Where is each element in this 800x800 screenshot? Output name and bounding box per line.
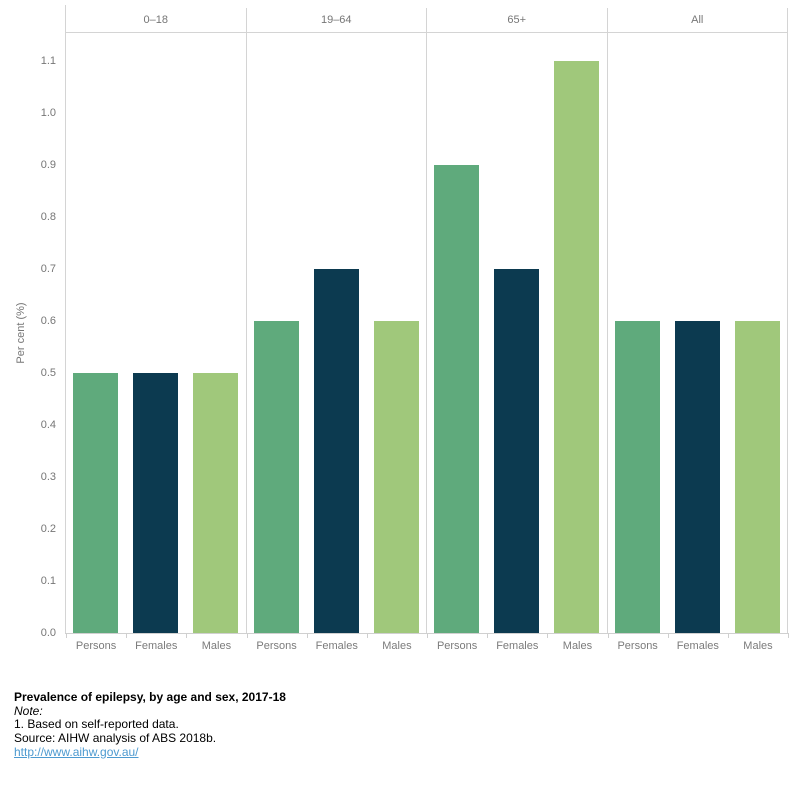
panel [427, 33, 608, 633]
x-category-label: Males [562, 640, 593, 652]
x-tickmark [788, 633, 789, 638]
panel [608, 33, 788, 633]
panel-header: 65+ [427, 8, 608, 32]
x-axis-line [65, 633, 788, 634]
x-category-label: Males [382, 640, 412, 652]
chart-title: Prevalence of epilepsy, by age and sex, … [14, 690, 286, 704]
x-tickmark [186, 633, 187, 638]
x-tickmark [608, 633, 609, 638]
y-axis-line [65, 5, 66, 633]
y-tick-label: 0.1 [40, 575, 56, 587]
bar-slot [727, 33, 787, 633]
bar-slot [547, 33, 607, 633]
x-tickmark [668, 633, 669, 638]
bar-males[interactable] [373, 321, 419, 633]
bar-females[interactable] [133, 373, 179, 633]
panel-header: 19–64 [247, 8, 427, 32]
x-tickmark [307, 633, 308, 638]
x-category-label: Males [201, 640, 232, 652]
y-tick-label: 1.0 [40, 107, 56, 119]
y-tick-label: 1.1 [40, 55, 56, 67]
bar-slot [126, 33, 186, 633]
panel-header-row: 0–18 19–64 65+ All [66, 8, 788, 33]
bar-slot [608, 33, 668, 633]
bar-slot [667, 33, 727, 633]
bar-slot [306, 33, 366, 633]
bar-males[interactable] [554, 61, 600, 633]
note-label: Note: [14, 703, 43, 718]
bar-slot [366, 33, 426, 633]
panel [247, 33, 427, 633]
y-tick-label: 0.9 [40, 159, 56, 171]
bar-persons[interactable] [253, 321, 299, 633]
x-tickmark [126, 633, 127, 638]
bar-females[interactable] [494, 269, 540, 633]
panel-header: 0–18 [66, 8, 247, 32]
panel [66, 33, 247, 633]
x-category-label: Persons [617, 640, 658, 652]
x-category-label: Persons [75, 640, 117, 652]
x-category-label: Persons [256, 640, 297, 652]
x-category-label: Persons [436, 640, 478, 652]
y-tick-label: 0.0 [40, 627, 56, 639]
y-tick-label: 0.2 [40, 523, 56, 535]
bar-males[interactable] [193, 373, 239, 633]
bar-persons[interactable] [434, 165, 480, 633]
y-tick-label: 0.8 [40, 211, 56, 223]
note-1: 1. Based on self-reported data. [14, 717, 179, 732]
source-link[interactable]: http://www.aihw.gov.au/ [14, 744, 139, 759]
y-tick-label: 0.4 [40, 419, 56, 431]
bar-males[interactable] [734, 321, 780, 633]
bar-slot [487, 33, 547, 633]
bar-females[interactable] [313, 269, 359, 633]
bar-slot [427, 33, 487, 633]
bar-females[interactable] [674, 321, 720, 633]
x-category-label: Females [315, 640, 358, 652]
bar-persons[interactable] [73, 373, 119, 633]
bar-slot [247, 33, 307, 633]
y-tick-label: 0.3 [40, 471, 56, 483]
source-text: Source: AIHW analysis of ABS 2018b. [14, 731, 217, 746]
plot-area [66, 33, 788, 633]
x-axis-labels: Persons Females Males Persons Females Males Pe… [66, 639, 788, 653]
x-tickmark [367, 633, 368, 638]
x-tickmark [427, 633, 428, 638]
y-axis-title: Per cent (%) [15, 302, 27, 364]
x-category-label: Females [676, 640, 719, 652]
x-category-label: Females [135, 640, 178, 652]
chart-footer: Prevalence of epilepsy, by age and sex, … [14, 690, 286, 760]
panel-header: All [608, 8, 788, 32]
x-tickmark [66, 633, 67, 638]
x-tickmark [247, 633, 248, 638]
x-tickmark [487, 633, 488, 638]
x-tickmark [728, 633, 729, 638]
bar-persons[interactable] [614, 321, 660, 633]
x-category-label: Females [496, 640, 539, 652]
bar-slot [66, 33, 126, 633]
x-category-label: Males [743, 640, 773, 652]
y-tick-label: 0.7 [40, 263, 56, 275]
x-tickmark [547, 633, 548, 638]
y-tick-label: 0.5 [40, 367, 56, 379]
bar-slot [186, 33, 246, 633]
y-tick-label: 0.6 [40, 315, 56, 327]
